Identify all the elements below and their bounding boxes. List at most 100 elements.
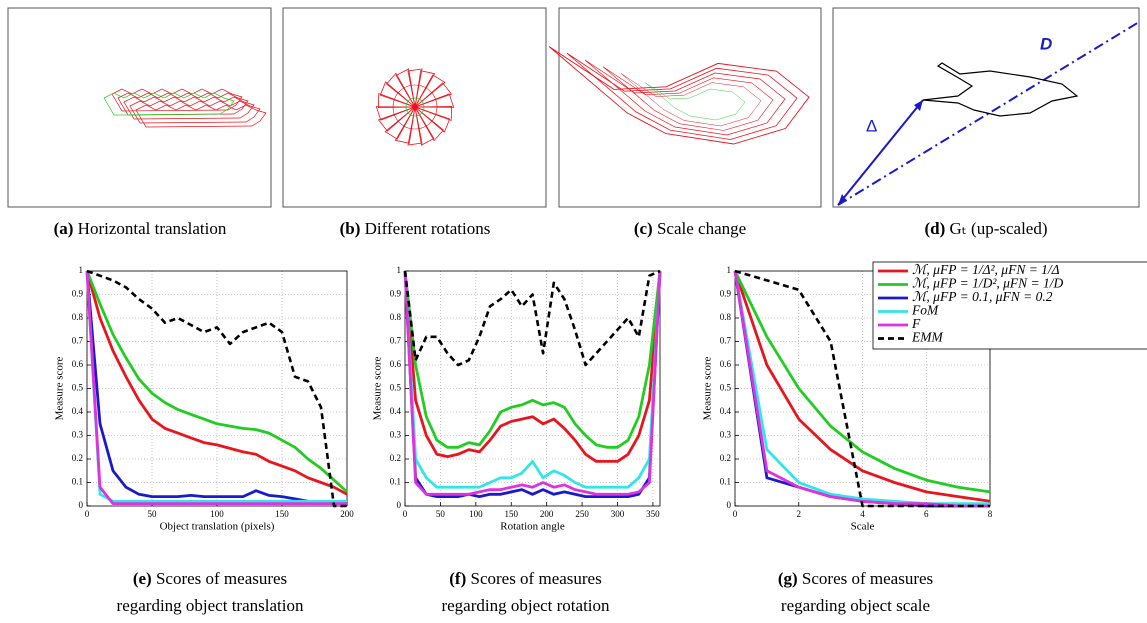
- legend-label: ℳ, μFP = 1/Δ², μFN = 1/Δ: [912, 262, 1060, 277]
- y-axis-label: Measure score: [372, 356, 384, 420]
- caption: regarding object scale: [781, 596, 930, 615]
- legend-label: F: [911, 316, 921, 331]
- caption: (d) Gₜ (up-scaled): [924, 219, 1047, 238]
- caption-text: Scores of measures: [156, 569, 287, 588]
- series-line: [85, 270, 347, 506]
- x-tick-label: 50: [148, 509, 158, 519]
- y-tick-label: 1: [727, 265, 732, 275]
- x-tick-label: 0: [85, 509, 90, 519]
- y-tick-label: 0.4: [72, 406, 84, 416]
- series-line: [733, 270, 991, 494]
- legend-label: EMM: [911, 330, 943, 345]
- chart: 0 0.1 0.2 0.3 0.4 0.5 0.6 0.7 0.8 0.9 1 0 2 4 6 8 Scale M…: [702, 261, 1147, 615]
- caption-text: Scores of measures: [470, 569, 601, 588]
- y-tick-label: 0.5: [390, 383, 402, 393]
- y-tick-label: 0.1: [390, 477, 401, 487]
- x-axis-label: Rotation angle: [500, 521, 565, 533]
- caption: (e) Scores of measures: [133, 569, 287, 588]
- y-tick-label: 0.2: [72, 453, 83, 463]
- series-line: [86, 269, 347, 508]
- x-axis-label: Scale: [851, 521, 875, 533]
- y-tick-label: 0: [79, 500, 84, 510]
- caption-text: Horizontal translation: [78, 219, 227, 238]
- y-tick-label: 0.3: [72, 430, 84, 440]
- caption-label: (a): [54, 219, 74, 238]
- x-tick-label: 250: [575, 509, 589, 519]
- x-tick-label: 300: [611, 509, 625, 519]
- x-tick-label: 350: [646, 509, 660, 519]
- annotation: Δ: [866, 116, 877, 135]
- y-tick-label: 0.9: [390, 289, 402, 299]
- y-tick-label: 0.4: [390, 406, 402, 416]
- image-d: D Δ: [832, 7, 1140, 208]
- caption-label: (e): [133, 569, 152, 588]
- legend-label: ℳ, μFP = 0.1, μFN = 0.2: [912, 289, 1053, 304]
- caption: (b) Different rotations: [340, 219, 491, 238]
- y-tick-label: 0.8: [390, 312, 402, 322]
- y-axis-label: Measure score: [702, 356, 714, 420]
- y-tick-label: 1: [397, 265, 402, 275]
- series-line: [733, 270, 990, 506]
- y-tick-label: 0.7: [390, 336, 402, 346]
- x-tick-label: 50: [436, 509, 446, 519]
- x-tick-label: 8: [988, 509, 993, 519]
- image-c: [548, 7, 822, 208]
- caption: (a) Horizontal translation: [54, 219, 227, 238]
- caption: (f) Scores of measures: [449, 569, 601, 588]
- x-tick-label: 200: [540, 509, 554, 519]
- x-tick-label: 150: [275, 509, 289, 519]
- caption-text: Gₜ (up-scaled): [950, 219, 1048, 238]
- image-b: [282, 7, 547, 208]
- caption-text: Different rotations: [365, 219, 491, 238]
- y-tick-label: 0.8: [72, 312, 84, 322]
- y-tick-label: 0.8: [720, 312, 732, 322]
- y-tick-label: 0.2: [390, 453, 401, 463]
- series-line: [403, 270, 662, 449]
- y-axis-label: Measure score: [54, 356, 66, 420]
- series-line: [85, 270, 348, 493]
- legend-box: [872, 261, 1147, 350]
- y-tick-label: 0.9: [72, 289, 84, 299]
- axes-frame: [86, 270, 348, 507]
- series-line: [85, 270, 347, 503]
- series-line: [403, 270, 662, 496]
- caption-text: Scores of measures: [802, 569, 933, 588]
- y-tick-label: 0.5: [72, 383, 84, 393]
- x-tick-label: 2: [797, 509, 802, 519]
- x-tick-label: 100: [469, 509, 483, 519]
- series-line: [403, 270, 662, 463]
- series-line: [403, 270, 662, 489]
- caption: regarding object translation: [117, 596, 304, 615]
- series-line: [403, 269, 661, 367]
- chart: 0 0.1 0.2 0.3 0.4 0.5 0.6 0.7 0.8 0.9 1 0 50 100 150 20…: [54, 265, 355, 615]
- x-tick-label: 4: [860, 509, 865, 519]
- caption-text: Scale change: [657, 219, 746, 238]
- chart: 0 0.1 0.2 0.3 0.4 0.5 0.6 0.7 0.8 0.9 1 0 50 100 150 20…: [372, 265, 662, 615]
- caption-label: (b): [340, 219, 361, 238]
- caption: regarding object rotation: [441, 596, 610, 615]
- legend-label: ℳ, μFP = 1/D², μFN = 1/D: [912, 276, 1064, 291]
- y-tick-label: 0: [397, 500, 402, 510]
- series-line: [403, 270, 662, 499]
- y-tick-label: 0.6: [72, 359, 84, 369]
- series-line: [85, 270, 348, 496]
- y-tick-label: 0.1: [72, 477, 83, 487]
- caption: (g) Scores of measures: [778, 569, 933, 588]
- y-tick-label: 0.9: [720, 289, 732, 299]
- x-tick-label: 150: [505, 509, 519, 519]
- y-tick-label: 0.7: [72, 336, 84, 346]
- caption-label: (f): [449, 569, 466, 588]
- caption-label: (d): [924, 219, 945, 238]
- series-line: [733, 270, 991, 503]
- x-axis-label: Object translation (pixels): [160, 521, 275, 533]
- x-tick-label: 0: [403, 509, 408, 519]
- y-tick-label: 0.3: [720, 430, 732, 440]
- annotation: D: [1040, 34, 1052, 53]
- image-a: [7, 7, 272, 208]
- x-tick-label: 100: [210, 509, 224, 519]
- y-tick-label: 0.7: [720, 336, 732, 346]
- caption-label: (c): [634, 219, 653, 238]
- y-tick-label: 0.5: [720, 383, 732, 393]
- y-tick-label: 0.6: [720, 359, 732, 369]
